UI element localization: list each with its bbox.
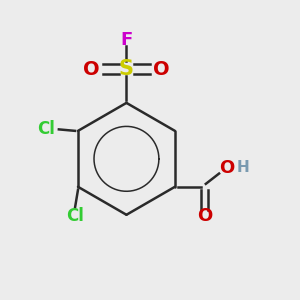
- Text: Cl: Cl: [37, 120, 55, 138]
- Text: O: O: [83, 59, 100, 79]
- Text: F: F: [120, 31, 133, 49]
- Text: O: O: [153, 59, 169, 79]
- Text: H: H: [236, 160, 249, 175]
- Text: Cl: Cl: [66, 207, 84, 225]
- Text: O: O: [219, 159, 234, 177]
- Text: O: O: [197, 207, 212, 225]
- Text: S: S: [119, 59, 134, 79]
